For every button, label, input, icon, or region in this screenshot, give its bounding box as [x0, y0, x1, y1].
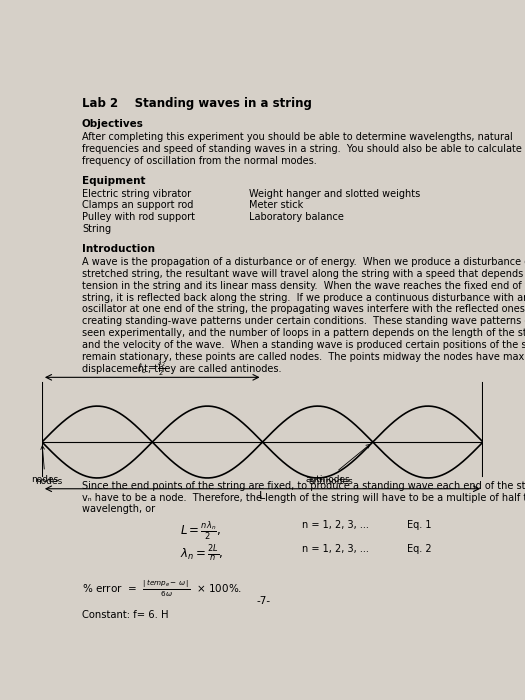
Text: frequencies and speed of standing waves in a string.  You should also be able to: frequencies and speed of standing waves … — [82, 144, 525, 154]
Text: stretched string, the resultant wave will travel along the string with a speed t: stretched string, the resultant wave wil… — [82, 269, 525, 279]
Text: $L = \frac{n\lambda_n}{2}$,: $L = \frac{n\lambda_n}{2}$, — [180, 520, 220, 543]
Text: remain stationary, these points are called nodes.  The points midway the nodes h: remain stationary, these points are call… — [82, 352, 525, 362]
Text: n = 1, 2, 3, ...: n = 1, 2, 3, ... — [301, 520, 369, 531]
Text: Equipment: Equipment — [82, 176, 145, 186]
Text: Objectives: Objectives — [82, 119, 144, 129]
Text: Introduction: Introduction — [82, 244, 155, 254]
Text: Eq. 1: Eq. 1 — [407, 520, 432, 531]
Text: tension in the string and its linear mass density.  When the wave reaches the fi: tension in the string and its linear mas… — [82, 281, 525, 290]
Text: nodes: nodes — [32, 446, 59, 484]
Text: displacement, they are called antinodes.: displacement, they are called antinodes. — [82, 364, 281, 374]
Text: % error  =  $\frac{| \, temp_e - \, \omega \, |}{6\omega}$  × 100%.: % error = $\frac{| \, temp_e - \, \omega… — [82, 578, 242, 598]
Text: wavelength, or: wavelength, or — [82, 505, 155, 514]
Text: antinodes: antinodes — [305, 444, 370, 484]
Text: String: String — [82, 224, 111, 234]
Text: -7-: -7- — [257, 596, 271, 606]
Text: Electric string vibrator: Electric string vibrator — [82, 188, 191, 199]
Text: $\lambda_n = \frac{2L}{n}$,: $\lambda_n = \frac{2L}{n}$, — [180, 544, 223, 564]
Text: A wave is the propagation of a disturbance or of energy.  When we produce a dist: A wave is the propagation of a disturban… — [82, 257, 525, 267]
Text: nodes: nodes — [35, 477, 62, 486]
Text: Meter stick: Meter stick — [249, 200, 303, 211]
Text: L: L — [259, 491, 266, 501]
Text: antinodes: antinodes — [309, 477, 353, 486]
Text: creating standing-wave patterns under certain conditions.  These standing wave p: creating standing-wave patterns under ce… — [82, 316, 525, 326]
Text: Pulley with rod support: Pulley with rod support — [82, 212, 195, 223]
Text: oscillator at one end of the string, the propagating waves interfere with the re: oscillator at one end of the string, the… — [82, 304, 525, 314]
Text: Clamps an support rod: Clamps an support rod — [82, 200, 193, 211]
Text: After completing this experiment you should be able to determine wavelengths, na: After completing this experiment you sho… — [82, 132, 512, 142]
Text: $\ell_o = \frac{\lambda_2}{2}$: $\ell_o = \frac{\lambda_2}{2}$ — [138, 358, 167, 378]
Text: Constant: f= 6. H: Constant: f= 6. H — [82, 610, 169, 620]
Text: Lab 2    Standing waves in a string: Lab 2 Standing waves in a string — [82, 97, 312, 111]
Text: vₙ have to be a node.  Therefore, the length of the string will have to be a mul: vₙ have to be a node. Therefore, the len… — [82, 493, 525, 503]
Text: n = 1, 2, 3, ...: n = 1, 2, 3, ... — [301, 544, 369, 554]
Text: frequency of oscillation from the normal modes.: frequency of oscillation from the normal… — [82, 155, 317, 166]
Text: and the velocity of the wave.  When a standing wave is produced certain position: and the velocity of the wave. When a sta… — [82, 340, 525, 350]
Text: Laboratory balance: Laboratory balance — [249, 212, 343, 223]
Text: Weight hanger and slotted weights: Weight hanger and slotted weights — [249, 188, 420, 199]
Text: seen experimentally, and the number of loops in a pattern depends on the length : seen experimentally, and the number of l… — [82, 328, 525, 338]
Text: Since the end points of the string are fixed, to produce a standing wave each en: Since the end points of the string are f… — [82, 481, 525, 491]
Text: Eq. 2: Eq. 2 — [407, 544, 432, 554]
Text: string, it is reflected back along the string.  If we produce a continuous distu: string, it is reflected back along the s… — [82, 293, 525, 302]
